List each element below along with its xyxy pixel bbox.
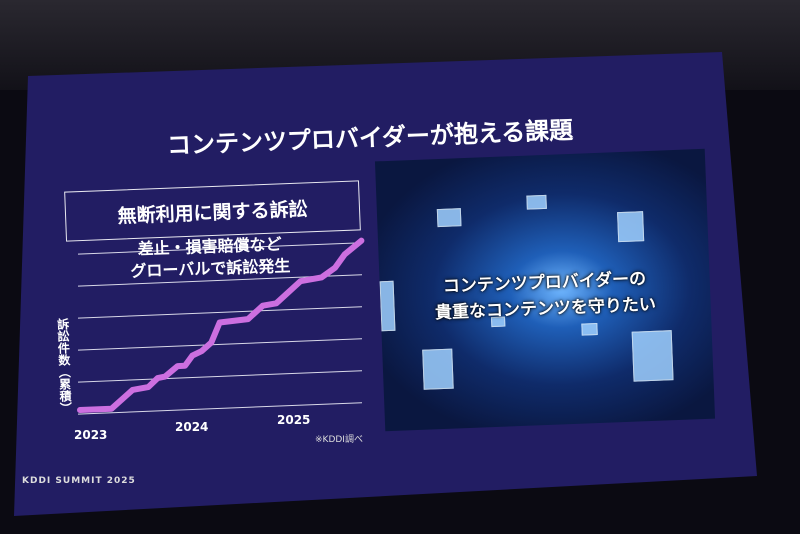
y-axis-label: 訴訟件数（累積） [55, 317, 73, 415]
gridline [77, 306, 363, 319]
lawsuit-line [77, 237, 365, 413]
gridline [77, 402, 363, 415]
x-tick-label: 2025 [277, 413, 311, 427]
gridline [77, 370, 363, 383]
x-tick-label: 2023 [74, 428, 108, 442]
subtitle: 差止・損害賠償など グローバルで訴訟発生 [89, 232, 330, 284]
source-note: ※KDDI調べ [315, 435, 363, 445]
x-tick-label: 2024 [175, 420, 209, 434]
gridline [77, 338, 363, 351]
gridline [77, 242, 363, 255]
event-logo: KDDI SUMMIT 2025 [22, 476, 136, 486]
